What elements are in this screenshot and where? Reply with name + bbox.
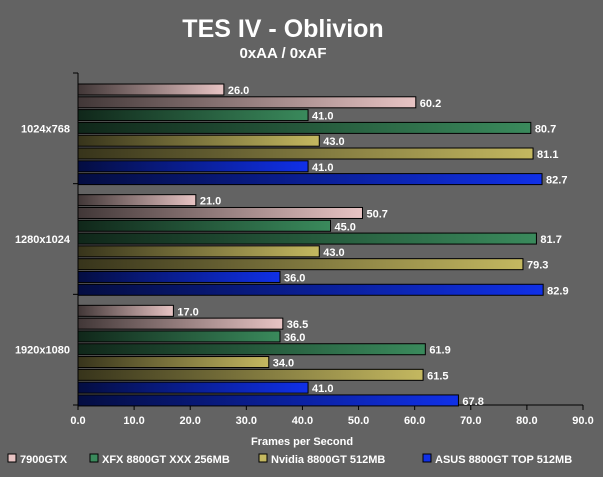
data-label: 82.9 — [547, 285, 568, 297]
data-label: 45.0 — [335, 221, 356, 233]
x-tick-label: 10.0 — [123, 415, 144, 427]
bar — [77, 83, 225, 96]
bar — [77, 219, 331, 232]
bar — [77, 147, 534, 160]
bar — [77, 394, 459, 407]
x-tick-label: 90.0 — [572, 415, 593, 427]
bar — [77, 258, 524, 271]
chart-subtitle: 0xAA / 0xAF — [240, 45, 327, 62]
data-label: 50.7 — [366, 208, 387, 220]
x-tick-label: 20.0 — [180, 415, 201, 427]
bar — [77, 109, 309, 122]
data-label: 82.7 — [546, 175, 567, 187]
bar — [77, 356, 270, 369]
legend-swatch — [422, 453, 432, 463]
plot-area: 0.0 10.0 20.0 30.0 40.0 50.0 60.0 70.0 80.0 90.0 1… — [15, 72, 594, 427]
bar — [77, 317, 284, 330]
data-label: 60.2 — [420, 98, 441, 110]
legend: 7900GTX XFX 8800GT XXX 256MB Nvidia 8800GT… — [7, 453, 572, 466]
data-label: 79.3 — [527, 260, 548, 272]
category-label: 1920x1080 — [15, 345, 70, 357]
data-label: 41.0 — [312, 162, 333, 174]
bar — [77, 270, 281, 283]
data-label: 41.0 — [312, 383, 333, 395]
bar — [77, 245, 320, 258]
bar — [77, 173, 543, 186]
bar — [77, 206, 363, 219]
x-tick-label: 50.0 — [348, 415, 369, 427]
data-label: 36.5 — [287, 319, 308, 331]
chart-title: TES IV - Oblivion — [182, 15, 383, 43]
data-label: 67.8 — [462, 396, 483, 408]
category-label: 1280x1024 — [15, 234, 71, 246]
x-tick-label: 0.0 — [70, 415, 85, 427]
bar — [77, 304, 174, 317]
data-label: 81.7 — [540, 234, 561, 246]
data-label: 43.0 — [323, 136, 344, 148]
bar — [77, 121, 532, 134]
data-label: 80.7 — [535, 123, 556, 135]
bar — [77, 381, 309, 394]
x-tick-label: 80.0 — [516, 415, 537, 427]
bar — [77, 160, 309, 173]
data-label: 34.0 — [273, 358, 294, 370]
data-label: 81.1 — [537, 149, 558, 161]
data-label: 36.0 — [284, 332, 305, 344]
bar — [77, 134, 320, 147]
data-label: 21.0 — [200, 196, 221, 208]
data-label: 41.0 — [312, 111, 333, 123]
bar — [77, 330, 281, 343]
x-tick-label: 40.0 — [292, 415, 313, 427]
legend-label: 7900GTX — [20, 454, 68, 466]
legend-label: ASUS 8800GT TOP 512MB — [435, 454, 572, 466]
legend-label: Nvidia 8800GT 512MB — [271, 454, 385, 466]
data-label: 17.0 — [177, 306, 198, 318]
bar — [77, 343, 426, 356]
x-tick-label: 30.0 — [236, 415, 257, 427]
legend-swatch — [89, 453, 99, 463]
data-label: 61.5 — [427, 370, 448, 382]
bar — [77, 283, 544, 296]
x-tick-label: 70.0 — [460, 415, 481, 427]
bar — [77, 96, 417, 109]
x-tick-label: 60.0 — [404, 415, 425, 427]
category-label: 1024x768 — [21, 123, 70, 135]
data-label: 61.9 — [429, 345, 450, 357]
legend-swatch — [258, 453, 268, 463]
bar — [77, 232, 537, 245]
data-label: 36.0 — [284, 272, 305, 284]
legend-swatch — [7, 453, 17, 463]
data-label: 26.0 — [228, 85, 249, 97]
bar — [77, 194, 197, 207]
legend-label: XFX 8800GT XXX 256MB — [102, 454, 230, 466]
bar — [77, 368, 424, 381]
data-label: 43.0 — [323, 247, 344, 259]
x-axis-label: Frames per Second — [251, 436, 353, 448]
